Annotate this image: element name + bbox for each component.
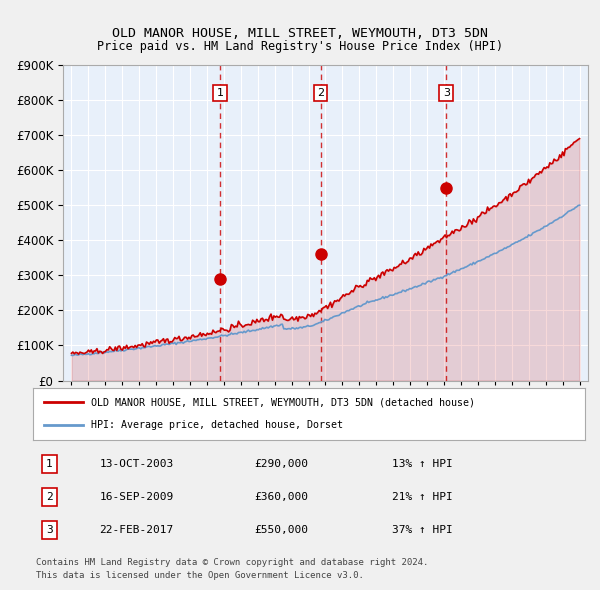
- Text: 3: 3: [46, 525, 53, 535]
- Text: 13% ↑ HPI: 13% ↑ HPI: [392, 460, 452, 469]
- Text: £550,000: £550,000: [254, 525, 308, 535]
- Text: Contains HM Land Registry data © Crown copyright and database right 2024.: Contains HM Land Registry data © Crown c…: [36, 558, 428, 566]
- Text: 1: 1: [217, 88, 224, 98]
- Text: This data is licensed under the Open Government Licence v3.0.: This data is licensed under the Open Gov…: [36, 571, 364, 580]
- Text: 3: 3: [443, 88, 450, 98]
- Text: £360,000: £360,000: [254, 492, 308, 502]
- Text: 21% ↑ HPI: 21% ↑ HPI: [392, 492, 452, 502]
- Text: OLD MANOR HOUSE, MILL STREET, WEYMOUTH, DT3 5DN (detached house): OLD MANOR HOUSE, MILL STREET, WEYMOUTH, …: [91, 397, 475, 407]
- Text: 2: 2: [46, 492, 53, 502]
- Text: 13-OCT-2003: 13-OCT-2003: [99, 460, 173, 469]
- Text: Price paid vs. HM Land Registry's House Price Index (HPI): Price paid vs. HM Land Registry's House …: [97, 40, 503, 53]
- Text: 1: 1: [46, 460, 53, 469]
- Text: £290,000: £290,000: [254, 460, 308, 469]
- Text: 22-FEB-2017: 22-FEB-2017: [99, 525, 173, 535]
- Text: 37% ↑ HPI: 37% ↑ HPI: [392, 525, 452, 535]
- Text: 16-SEP-2009: 16-SEP-2009: [99, 492, 173, 502]
- Text: 2: 2: [317, 88, 324, 98]
- Text: OLD MANOR HOUSE, MILL STREET, WEYMOUTH, DT3 5DN: OLD MANOR HOUSE, MILL STREET, WEYMOUTH, …: [112, 27, 488, 40]
- Text: HPI: Average price, detached house, Dorset: HPI: Average price, detached house, Dors…: [91, 420, 343, 430]
